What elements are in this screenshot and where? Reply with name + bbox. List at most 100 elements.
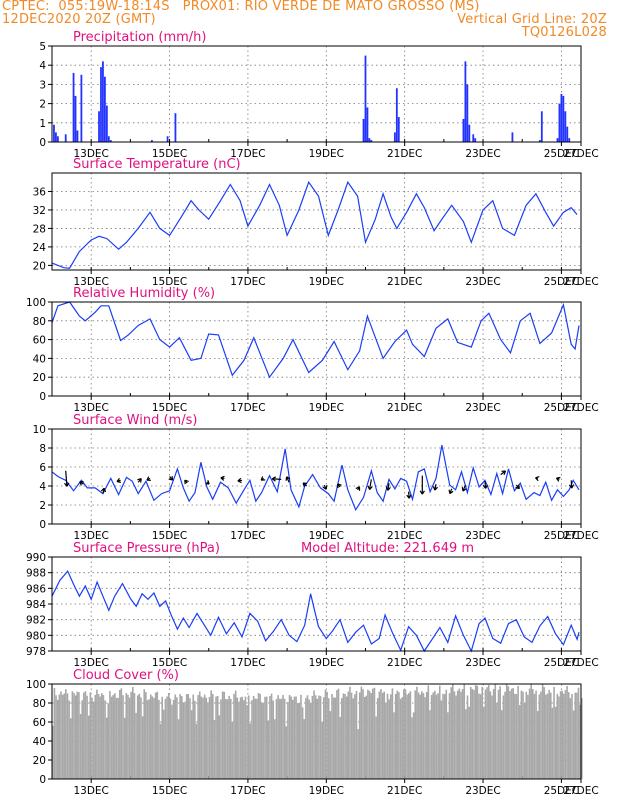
cloud-bar xyxy=(383,691,386,779)
cloud-bar xyxy=(135,712,137,779)
precip-bar xyxy=(74,95,77,142)
precip-bar xyxy=(558,103,561,142)
series-line xyxy=(51,180,578,269)
y-tick-label: 982 xyxy=(26,615,46,627)
cloud-bar xyxy=(120,688,123,779)
cloud-bar xyxy=(412,712,415,779)
cloud-bar xyxy=(318,695,320,779)
cloud-bar xyxy=(140,697,142,779)
cloud-bar xyxy=(535,690,537,779)
wind-arrowhead xyxy=(322,485,328,490)
precip-bar xyxy=(368,138,371,142)
precip-bar xyxy=(370,140,373,142)
cloud-bar xyxy=(512,688,515,779)
cloud-bar xyxy=(458,688,461,779)
cloud-bar xyxy=(463,684,466,779)
cloud-bar xyxy=(239,697,242,779)
cloud-bar xyxy=(483,706,485,779)
cloud-bar xyxy=(401,697,404,779)
cloud-bar xyxy=(122,695,124,779)
panel-title: Precipitation (mm/h) xyxy=(73,30,206,45)
cloud-bar xyxy=(566,686,568,779)
panel-frame xyxy=(51,556,582,652)
cloud-bar xyxy=(86,695,88,779)
y-tick-label: 80 xyxy=(33,698,46,710)
series-line xyxy=(51,301,580,379)
cloud-bar xyxy=(282,694,284,779)
cloud-bar xyxy=(220,699,222,779)
x-tick-label: 23DEC xyxy=(465,402,500,414)
cloud-bar xyxy=(316,698,319,779)
cloud-bar xyxy=(187,694,190,779)
cloud-bar xyxy=(105,717,108,779)
cloud-bar xyxy=(581,698,583,779)
y-tick-label: 1 xyxy=(39,118,46,130)
cloud-bar xyxy=(510,688,513,779)
cloud-bar xyxy=(492,689,495,779)
cloud-bar xyxy=(352,698,355,779)
x-tick-label: 19DEC xyxy=(309,785,344,797)
cloud-bar xyxy=(185,694,188,779)
cloud-bar xyxy=(280,698,283,779)
wind-arrow xyxy=(570,480,573,489)
cloud-bar xyxy=(251,700,253,779)
cloud-bar xyxy=(298,703,301,779)
cloud-bar xyxy=(241,696,243,779)
cloud-bar xyxy=(71,691,74,779)
cloud-bar xyxy=(92,701,95,779)
cloud-bar xyxy=(128,697,131,779)
cloud-bar xyxy=(97,693,100,779)
cloud-bar xyxy=(223,691,226,779)
panel-border xyxy=(51,45,582,143)
cloud-bar xyxy=(468,706,470,779)
cloud-bar xyxy=(65,689,67,779)
cloud-bar xyxy=(370,693,372,779)
cloud-bar xyxy=(411,717,413,779)
cloud-bar xyxy=(528,688,531,779)
y-tick-label: 10 xyxy=(33,424,46,436)
cloud-bar xyxy=(349,686,351,779)
cloud-bar xyxy=(460,691,462,779)
cloud-bar xyxy=(327,698,330,779)
cloud-bar xyxy=(561,690,564,779)
cloud-bar xyxy=(118,689,121,779)
cloud-bar xyxy=(355,690,358,779)
cloud-bar xyxy=(417,692,420,779)
cloud-bar xyxy=(91,697,93,779)
cloud-bar xyxy=(381,692,384,779)
x-tick-label: 21DEC xyxy=(387,657,422,669)
cloud-bar xyxy=(447,712,449,779)
cloud-bar xyxy=(161,696,163,779)
precip-bar xyxy=(474,138,477,142)
cloud-bar xyxy=(114,693,116,779)
wind-arrowhead xyxy=(302,482,308,487)
header-line1: CPTEC: 055:19W-18:14S PROX01: RIO VERDE … xyxy=(2,0,480,14)
cloud-bar xyxy=(156,691,159,779)
y-tick-label: 3 xyxy=(39,79,46,91)
cloud-bar xyxy=(448,693,451,779)
cloud-bar xyxy=(153,697,155,779)
cloud-bar xyxy=(452,684,454,779)
cloud-bar xyxy=(229,698,232,779)
panel-frame xyxy=(51,172,582,271)
precip-bar xyxy=(395,88,398,142)
cloud-bar xyxy=(518,705,521,779)
panel-frame xyxy=(51,45,582,143)
wind-arrowhead xyxy=(184,479,189,485)
cloud-bar xyxy=(386,693,389,779)
cloud-bar xyxy=(225,699,227,779)
x-tick-label: 23DEC xyxy=(465,530,500,542)
cloud-bar xyxy=(226,699,229,779)
cloud-bar xyxy=(167,692,170,779)
precip-bar xyxy=(464,61,467,142)
cloud-bar xyxy=(112,694,115,779)
y-tick-label: 20 xyxy=(33,260,46,272)
cloud-bar xyxy=(189,698,191,779)
cloud-bar xyxy=(567,692,570,779)
cloud-bar xyxy=(579,704,581,779)
precip-bar xyxy=(105,105,108,142)
cloud-bar xyxy=(484,689,487,779)
cloud-bar xyxy=(179,694,181,779)
precip-bar xyxy=(98,111,100,142)
wind-arrowhead xyxy=(568,484,575,489)
